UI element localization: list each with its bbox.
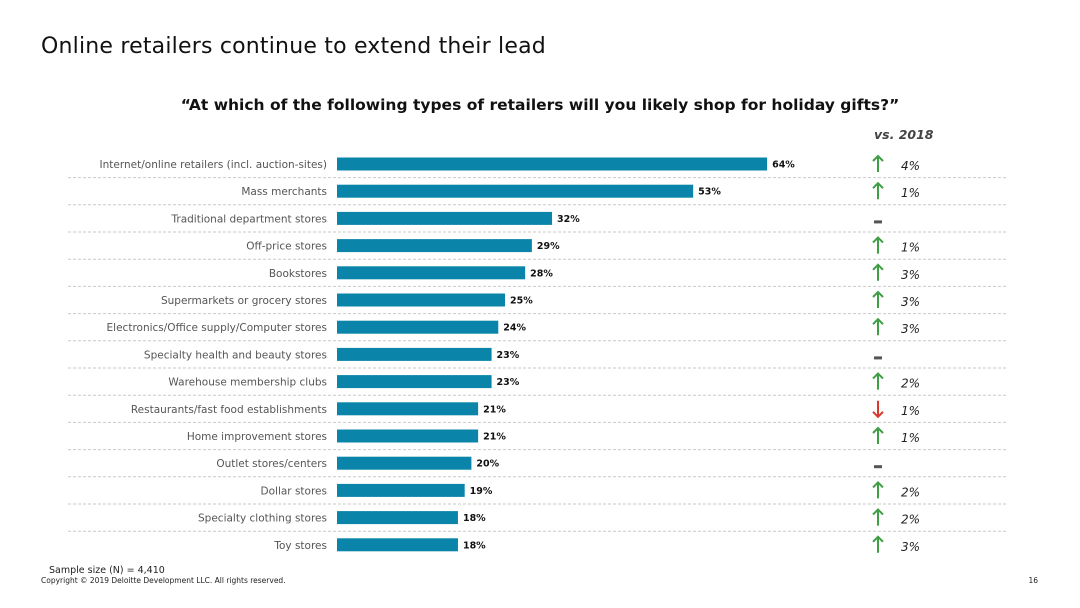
change-label: 4%: [901, 159, 920, 173]
change-label: 1%: [901, 241, 920, 255]
bar: [337, 375, 492, 389]
change-label: 3%: [901, 295, 920, 309]
value-label: 21%: [483, 404, 506, 415]
bar: [337, 157, 768, 171]
category-label: Specialty clothing stores: [198, 513, 327, 525]
value-label: 64%: [772, 160, 795, 171]
bar: [337, 239, 532, 253]
arrow-up-icon: [872, 236, 884, 254]
page-number: 16: [1028, 576, 1038, 585]
change-label: 3%: [901, 540, 920, 554]
value-label: 25%: [510, 296, 533, 307]
arrow-up-icon: [872, 426, 884, 444]
bar: [337, 511, 458, 525]
value-label: 20%: [476, 459, 499, 470]
no-change-dash-icon: [874, 220, 882, 224]
arrow-up-icon: [872, 480, 884, 499]
sample-size-note: Sample size (N) = 4,410: [49, 565, 165, 576]
category-label: Bookstores: [269, 268, 327, 280]
bar: [337, 483, 465, 497]
category-label: Traditional department stores: [171, 213, 328, 225]
value-label: 19%: [470, 486, 493, 497]
arrow-up-icon: [872, 263, 884, 281]
bar: [337, 266, 526, 280]
bar: [337, 538, 458, 552]
arrow-up-icon: [872, 317, 884, 336]
category-label: Specialty health and beauty stores: [144, 349, 327, 361]
value-label: 32%: [557, 214, 580, 225]
value-label: 23%: [497, 377, 520, 388]
survey-question: “At which of the following types of reta…: [180, 96, 900, 114]
change-label: 2%: [901, 513, 920, 527]
category-label: Electronics/Office supply/Computer store…: [107, 322, 327, 334]
change-label: 3%: [901, 322, 920, 336]
category-label: Internet/online retailers (incl. auction…: [100, 159, 327, 171]
change-label: 2%: [901, 485, 920, 499]
bar: [337, 402, 479, 416]
value-label: 18%: [463, 540, 486, 551]
category-label: Supermarkets or grocery stores: [161, 295, 327, 307]
change-label: 1%: [901, 186, 920, 200]
category-label: Dollar stores: [261, 485, 327, 497]
category-label: Mass merchants: [241, 186, 327, 198]
bar: [337, 211, 553, 225]
change-label: 1%: [901, 404, 920, 418]
category-label: Outlet stores/centers: [216, 458, 327, 470]
arrow-up-icon: [872, 290, 884, 308]
value-label: 53%: [698, 187, 721, 198]
bar: [337, 347, 492, 361]
copyright-notice: Copyright © 2019 Deloitte Development LL…: [41, 576, 286, 585]
value-label: 29%: [537, 241, 560, 252]
comparison-header: vs. 2018: [874, 127, 934, 142]
value-label: 28%: [530, 268, 553, 279]
arrow-up-icon: [872, 535, 884, 553]
arrow-up-icon: [872, 181, 884, 200]
bar: [337, 320, 499, 334]
arrow-down-icon: [872, 400, 884, 419]
arrow-up-icon: [872, 372, 884, 390]
arrow-up-icon: [872, 154, 884, 172]
no-change-dash-icon: [874, 465, 882, 469]
category-label: Toy stores: [273, 540, 327, 552]
bar: [337, 293, 505, 307]
category-label: Off-price stores: [246, 241, 327, 253]
value-label: 23%: [497, 350, 520, 361]
value-label: 21%: [483, 432, 506, 443]
category-label: Home improvement stores: [187, 431, 327, 443]
no-change-dash-icon: [874, 356, 882, 360]
bar: [337, 429, 479, 443]
value-label: 24%: [503, 323, 526, 334]
bar: [337, 184, 694, 198]
value-label: 18%: [463, 513, 486, 524]
change-label: 2%: [901, 377, 920, 391]
arrow-up-icon: [872, 508, 884, 526]
change-label: 1%: [901, 431, 920, 445]
slide-title: Online retailers continue to extend thei…: [41, 34, 546, 59]
bar: [337, 456, 472, 470]
category-label: Restaurants/fast food establishments: [131, 404, 327, 416]
change-label: 3%: [901, 268, 920, 282]
category-label: Warehouse membership clubs: [168, 377, 327, 389]
